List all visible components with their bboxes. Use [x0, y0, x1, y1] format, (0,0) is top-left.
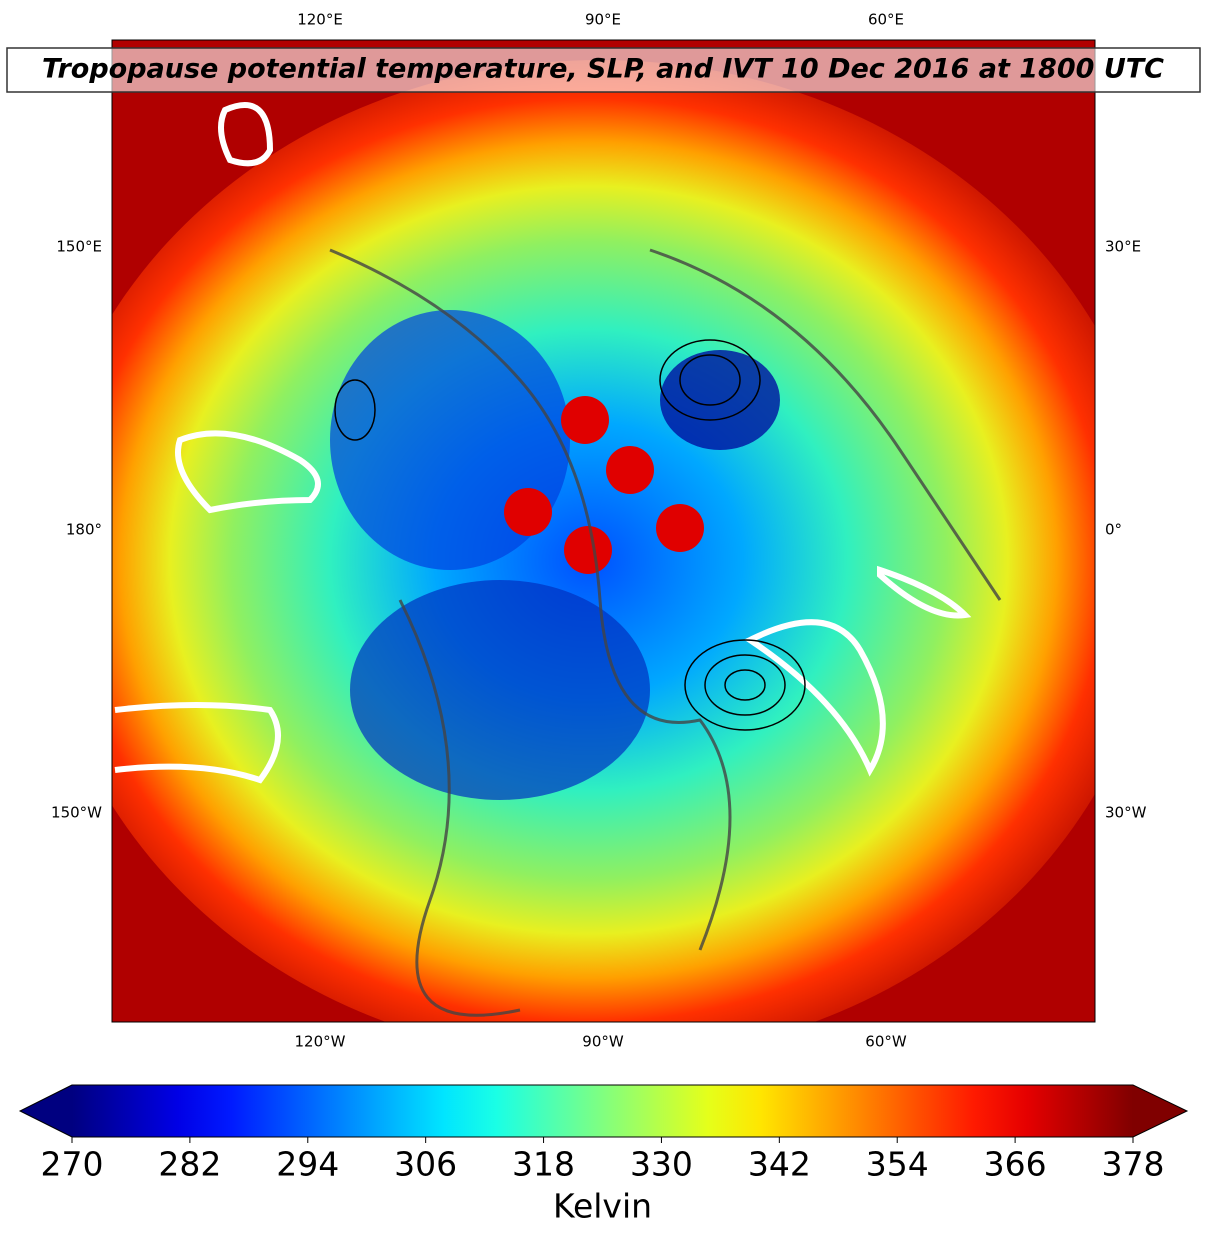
map-frame [111, 39, 1096, 1023]
lon-label: 150°W [51, 804, 102, 822]
lon-label: 150°E [56, 238, 102, 256]
colorbar-label: Kelvin [553, 1187, 652, 1226]
lon-label: 90°E [585, 11, 621, 29]
graticule-labels: 120°E 90°E 60°E 120°W 90°W 60°W 150°E 180° 150°W… [51, 11, 1147, 1051]
lon-label: 60°W [865, 1033, 907, 1051]
colorbar-tick-label: 342 [748, 1145, 811, 1184]
lon-label: 120°W [295, 1033, 346, 1051]
colorbar-body [72, 1085, 1133, 1137]
colorbar-extend-max [1133, 1085, 1187, 1137]
colorbar-tick-label: 306 [394, 1145, 457, 1184]
lon-label: 30°E [1105, 238, 1141, 256]
title-box [6, 47, 1201, 93]
colorbar-tick-label: 330 [630, 1145, 693, 1184]
map [112, 40, 1095, 1022]
colorbar-tick-label: 294 [276, 1145, 339, 1184]
lon-label: 120°E [297, 11, 343, 29]
lon-label: 180° [66, 521, 102, 539]
lon-label: 30°W [1105, 804, 1147, 822]
lon-label: 60°E [868, 11, 904, 29]
lon-label: 90°W [582, 1033, 624, 1051]
colorbar-tick-label: 318 [512, 1145, 575, 1184]
colorbar-tick-label: 366 [984, 1145, 1047, 1184]
colorbar-tick-label: 378 [1102, 1145, 1165, 1184]
lon-label: 0° [1105, 521, 1122, 539]
colorbar-tick-label: 282 [158, 1145, 221, 1184]
title: Tropopause potential temperature, SLP, a… [42, 54, 1164, 85]
colorbar-tick-label: 270 [41, 1145, 104, 1184]
colorbar: 270 282 294 306 318 330 342 354 366 378 Kelvin [18, 1084, 1189, 1226]
colorbar-extend-min [20, 1085, 72, 1137]
colorbar-tick-label: 354 [866, 1145, 929, 1184]
